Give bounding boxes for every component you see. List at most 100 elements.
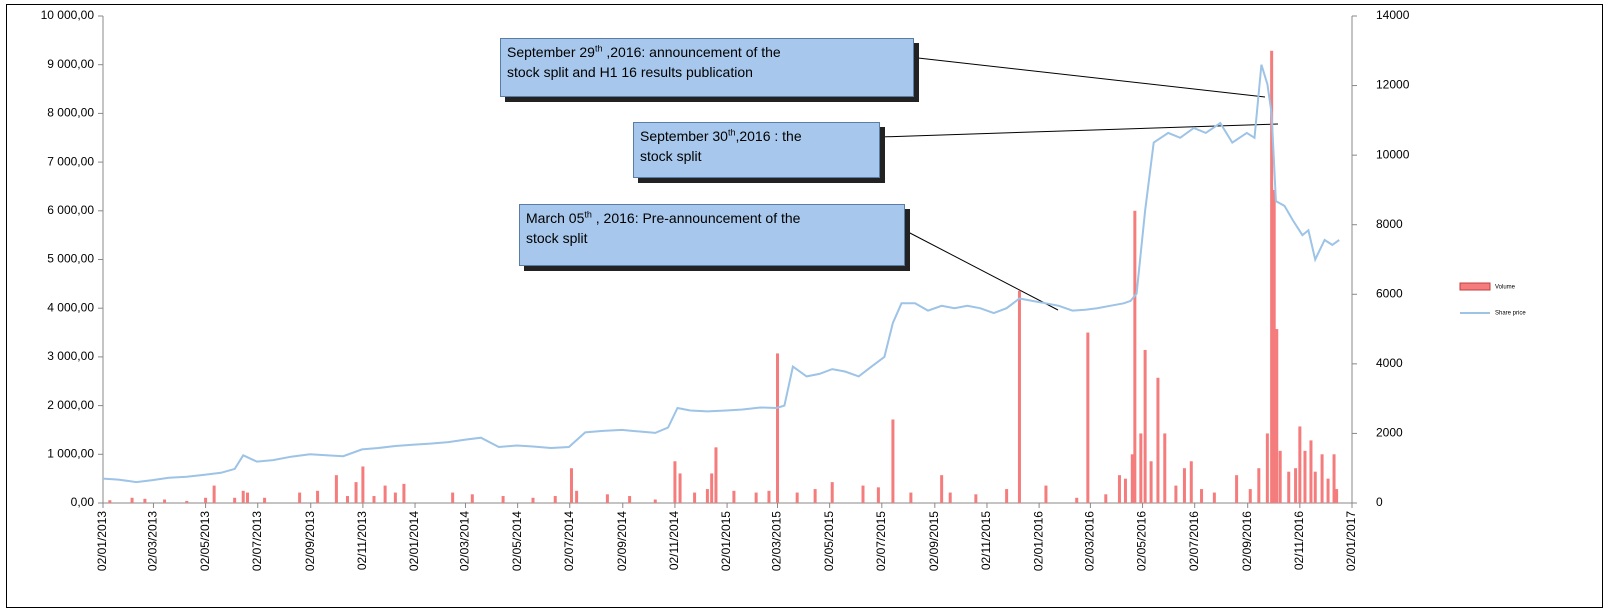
annotation-text: , 2016: Pre-announcement of the: [591, 210, 801, 226]
annotation-text: ,2016 : the: [735, 128, 802, 144]
y-tick-label: 0,00: [71, 495, 95, 509]
volume-bar: [1332, 454, 1336, 503]
volume-bar: [732, 490, 736, 503]
price-line: [102, 64, 1340, 484]
annotation-text: September 30: [640, 128, 728, 144]
volume-bar: [1309, 440, 1313, 503]
volume-bar: [316, 490, 320, 503]
x-tick-label: 02/07/2015: [874, 511, 888, 571]
volume-bar: [345, 496, 349, 503]
y-tick-label: 6 000,00: [47, 203, 94, 217]
volume-bar: [1275, 329, 1279, 503]
volume-bar: [1294, 468, 1298, 503]
volume-bar: [861, 485, 865, 503]
volume-bar: [1335, 489, 1339, 503]
y2-tick-label: 6000: [1376, 286, 1403, 300]
x-tick-label: 02/03/2016: [1083, 511, 1097, 571]
x-tick-label: 02/09/2016: [1240, 511, 1254, 571]
volume-bar: [185, 500, 189, 503]
volume-bar: [776, 353, 780, 503]
volume-bar: [233, 497, 237, 503]
volume-bar: [1200, 489, 1204, 503]
x-tick-label: 02/11/2016: [1292, 511, 1306, 570]
volume-bar: [143, 498, 147, 503]
y-tick-label: 10 000,00: [41, 8, 95, 22]
annotation-text: stock split: [640, 148, 702, 164]
x-tick-label: 02/07/2014: [562, 511, 576, 571]
volume-bar: [714, 447, 718, 503]
annotation-text: March 05: [526, 210, 585, 226]
x-tick-label: 02/01/2017: [1344, 511, 1358, 571]
volume-bar: [1298, 426, 1302, 503]
annotation-text: th: [727, 127, 736, 138]
x-tick-label: 02/09/2014: [615, 511, 629, 571]
x-tick-label: 02/01/2014: [407, 511, 421, 571]
y-tick-label: 1 000,00: [47, 446, 94, 460]
volume-bar: [974, 494, 978, 503]
annotation-text: th: [594, 43, 603, 54]
x-tick-label: 02/03/2013: [146, 511, 160, 571]
volume-bar: [705, 489, 709, 503]
volume-bar: [1104, 494, 1108, 503]
volume-bar: [1212, 492, 1216, 503]
volume-bar: [241, 490, 245, 503]
volume-bar: [1265, 433, 1269, 503]
x-tick-label: 02/09/2015: [927, 511, 941, 571]
y2-tick-label: 0: [1376, 495, 1383, 509]
x-tick-label: 02/09/2013: [303, 511, 317, 571]
y2-tick-label: 10000: [1376, 147, 1410, 161]
volume-bar: [1320, 454, 1324, 503]
volume-bar: [605, 494, 609, 503]
volume-bar: [1303, 450, 1307, 503]
volume-bar: [393, 492, 397, 503]
x-tick-label: 02/05/2013: [198, 511, 212, 571]
volume-bar: [1123, 478, 1127, 503]
volume-bar: [710, 473, 714, 503]
volume-bar: [1257, 468, 1261, 503]
volume-bar: [628, 496, 632, 503]
annotation: September 29th ,2016: announcement of th…: [500, 38, 914, 97]
leader-line: [879, 123, 1279, 138]
volume-bar: [653, 499, 657, 503]
volume-bar: [298, 492, 302, 503]
x-tick-label: 02/11/2014: [667, 511, 681, 570]
y2-tick-label: 14000: [1376, 8, 1410, 22]
volume-bar: [1174, 485, 1178, 503]
volume-bar: [1143, 349, 1147, 503]
x-tick-label: 02/11/2015: [979, 511, 993, 570]
volume-bar: [830, 482, 834, 503]
volume-bar: [1313, 471, 1317, 503]
volume-bar: [1163, 433, 1167, 503]
legend-label: Share price: [1495, 311, 1526, 317]
volume-bar: [108, 500, 112, 503]
x-tick-label: 02/01/2015: [719, 511, 733, 571]
volume-bar: [754, 492, 758, 503]
volume-bar: [402, 483, 406, 503]
volume-bar: [1270, 50, 1274, 504]
y2-tick-label: 4000: [1376, 356, 1403, 370]
volume-bar: [876, 487, 880, 503]
volume-bar: [212, 485, 216, 503]
volume-bar: [1326, 478, 1330, 503]
volume-bar: [553, 496, 557, 503]
volume-bar: [575, 490, 579, 503]
y-tick-label: 8 000,00: [47, 106, 94, 120]
y-tick-label: 7 000,00: [47, 154, 94, 168]
volume-bar: [1272, 189, 1276, 503]
annotation-text: stock split and H1 16 results publicatio…: [507, 64, 753, 80]
volume-bar: [569, 468, 573, 503]
volume-bar: [795, 492, 799, 503]
x-tick-label: 02/01/2013: [95, 511, 109, 571]
volume-bar: [372, 496, 376, 503]
volume-bar: [130, 497, 134, 503]
y2-tick-label: 12000: [1376, 78, 1410, 92]
volume-bar: [470, 494, 474, 503]
x-tick-label: 02/07/2013: [250, 511, 264, 571]
volume-bar: [948, 492, 952, 503]
volume-bar: [204, 497, 208, 503]
volume-bar: [673, 461, 677, 503]
leader-line: [907, 231, 1059, 311]
volume-bar: [501, 496, 505, 503]
volume-bar: [1139, 433, 1143, 503]
